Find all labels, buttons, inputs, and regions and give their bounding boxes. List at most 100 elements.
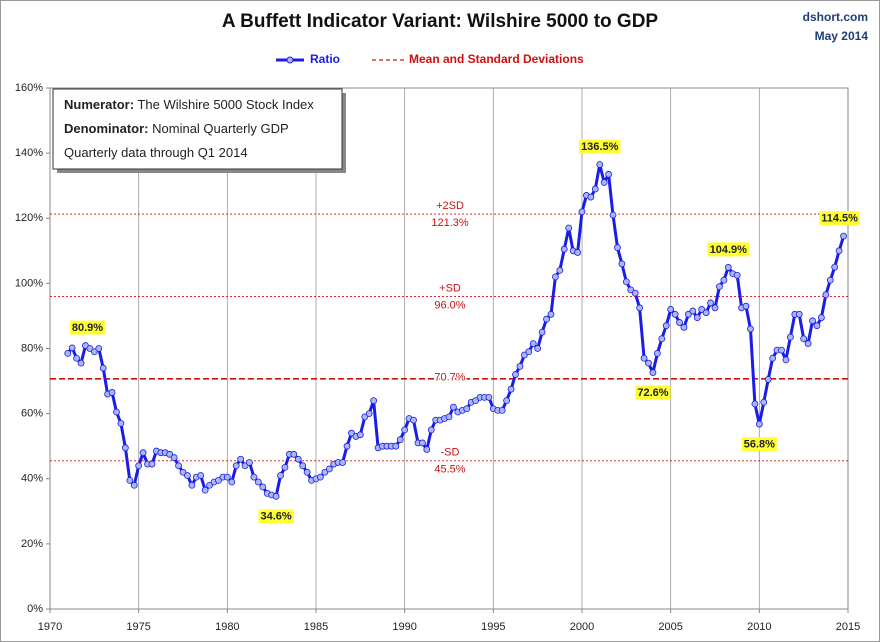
reference-name: +2SD bbox=[436, 200, 464, 212]
data-point bbox=[609, 211, 617, 219]
data-point bbox=[410, 416, 417, 424]
annotation-box bbox=[707, 242, 749, 257]
data-point bbox=[574, 249, 581, 256]
data-point bbox=[534, 345, 542, 352]
data-point bbox=[135, 462, 143, 470]
data-point bbox=[246, 459, 253, 466]
note-text: Quarterly data through Q1 2014 bbox=[64, 145, 248, 160]
data-point bbox=[175, 462, 182, 470]
annotation-label: 34.6% bbox=[260, 511, 291, 523]
annotation-box bbox=[819, 211, 860, 226]
y-tick-label: 20% bbox=[21, 538, 43, 550]
x-tick-label: 1970 bbox=[38, 621, 62, 633]
data-point bbox=[223, 473, 231, 481]
data-point bbox=[560, 245, 568, 253]
data-point bbox=[769, 354, 777, 362]
data-point bbox=[645, 359, 652, 367]
data-point bbox=[698, 306, 706, 313]
data-point bbox=[605, 170, 612, 178]
x-tick-label: 1985 bbox=[304, 621, 328, 633]
data-point bbox=[317, 473, 324, 481]
data-point bbox=[294, 455, 302, 463]
date: May 2014 bbox=[815, 29, 869, 43]
data-point bbox=[680, 323, 688, 331]
data-point bbox=[356, 431, 364, 439]
data-point bbox=[800, 335, 808, 343]
data-point bbox=[587, 193, 595, 201]
data-point bbox=[667, 306, 675, 313]
data-point bbox=[538, 328, 546, 336]
data-point bbox=[520, 351, 528, 359]
x-tick-label: 1975 bbox=[126, 621, 150, 633]
data-point bbox=[565, 224, 573, 232]
data-point bbox=[215, 476, 222, 484]
y-tick-label: 160% bbox=[15, 82, 43, 94]
data-point bbox=[68, 344, 76, 352]
data-point bbox=[418, 439, 426, 447]
x-tick-label: 2005 bbox=[658, 621, 682, 633]
y-tick-label: 140% bbox=[15, 147, 43, 159]
data-point bbox=[591, 185, 599, 193]
data-point bbox=[702, 309, 710, 317]
data-point bbox=[139, 449, 147, 457]
data-point bbox=[622, 278, 630, 286]
data-point bbox=[689, 307, 697, 315]
data-point bbox=[427, 426, 435, 434]
data-point bbox=[804, 340, 812, 348]
data-point bbox=[658, 335, 666, 343]
legend-label: Mean and Standard Deviations bbox=[409, 52, 584, 66]
x-tick-label: 1995 bbox=[481, 621, 505, 633]
legend-label: Ratio bbox=[310, 52, 340, 66]
note-label: Numerator: bbox=[64, 97, 134, 112]
data-point bbox=[627, 286, 635, 294]
note-text: The Wilshire 5000 Stock Index bbox=[137, 97, 314, 112]
data-point bbox=[148, 460, 156, 468]
data-point bbox=[512, 371, 519, 378]
y-tick-label: 80% bbox=[21, 342, 43, 354]
data-point bbox=[556, 266, 564, 274]
data-point bbox=[472, 397, 480, 405]
data-point bbox=[720, 276, 728, 284]
data-point bbox=[707, 299, 714, 307]
data-point bbox=[241, 462, 249, 470]
data-point bbox=[742, 302, 750, 310]
data-point bbox=[525, 348, 533, 356]
annotation-label: 136.5% bbox=[581, 141, 619, 153]
reference-name: -SD bbox=[441, 447, 460, 459]
x-tick-label: 2015 bbox=[836, 621, 860, 633]
notes-box bbox=[52, 88, 343, 170]
data-point bbox=[303, 468, 311, 476]
annotation-label: 80.9% bbox=[72, 322, 103, 334]
data-point bbox=[813, 322, 821, 330]
reference-label: 121.3% bbox=[431, 217, 469, 229]
data-point bbox=[507, 385, 515, 393]
y-tick-label: 100% bbox=[15, 277, 43, 289]
data-point bbox=[370, 397, 378, 405]
y-tick-label: 120% bbox=[15, 212, 43, 224]
data-point bbox=[250, 473, 258, 481]
data-point bbox=[618, 260, 626, 268]
data-point bbox=[795, 310, 803, 318]
data-point bbox=[290, 450, 298, 458]
data-point bbox=[755, 420, 763, 428]
note: Quarterly data through Q1 2014 bbox=[64, 145, 248, 160]
data-point bbox=[90, 348, 98, 356]
data-point bbox=[552, 273, 559, 281]
data-point bbox=[809, 317, 816, 325]
data-point bbox=[64, 349, 72, 357]
annotation-box bbox=[741, 437, 777, 452]
y-tick-label: 0% bbox=[27, 603, 43, 615]
y-tick-label: 60% bbox=[21, 408, 43, 420]
data-point bbox=[272, 492, 280, 500]
data-point bbox=[835, 247, 843, 255]
data-point bbox=[529, 340, 537, 348]
note: Numerator: The Wilshire 5000 Stock Index bbox=[64, 97, 314, 112]
annotation-label: 56.8% bbox=[744, 438, 775, 450]
reference-name: +SD bbox=[439, 282, 461, 294]
annotation-box bbox=[635, 385, 671, 400]
data-point bbox=[543, 315, 550, 323]
annotation-label: 72.6% bbox=[637, 387, 668, 399]
data-point bbox=[826, 276, 834, 284]
x-tick-label: 2000 bbox=[570, 621, 594, 633]
data-point bbox=[693, 314, 701, 321]
